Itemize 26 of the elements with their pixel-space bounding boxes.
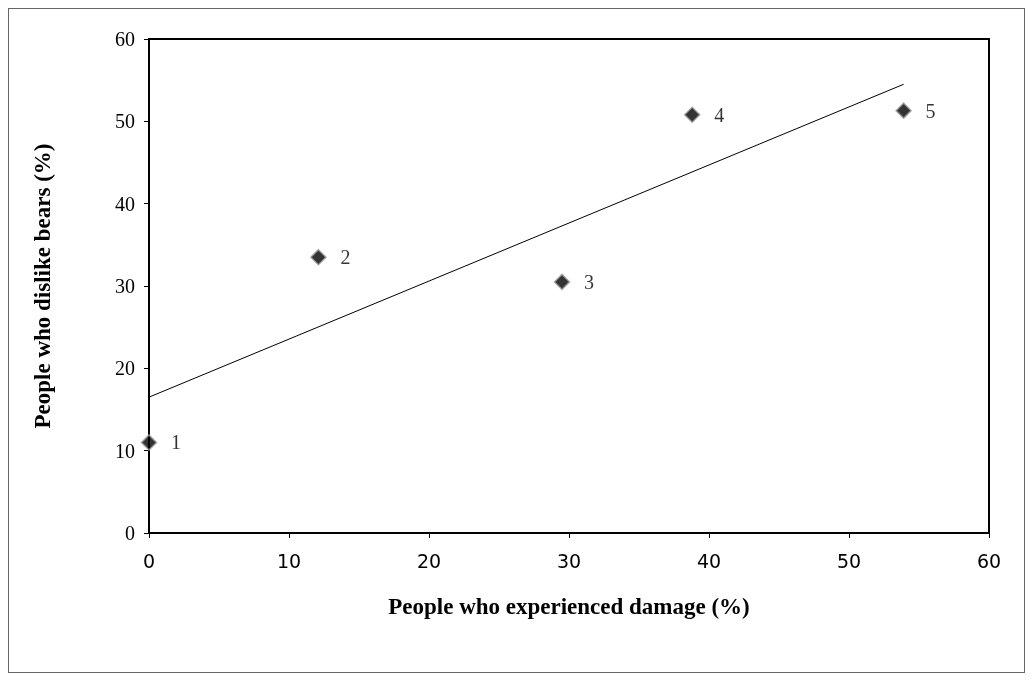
annotation: 5 [925, 99, 936, 122]
y-tick-label: 0 [125, 522, 135, 544]
x-axis-title: People who experienced damage (%) [388, 594, 750, 619]
x-tick-label: 50 [836, 549, 862, 572]
annotation: 3 [584, 270, 594, 293]
point [140, 434, 158, 451]
point [553, 273, 571, 291]
y-tick-label: 50 [115, 110, 135, 133]
annotation: 1 [171, 431, 181, 454]
y-tick-label: 40 [115, 192, 135, 215]
annotation: 4 [714, 103, 725, 126]
point [310, 248, 327, 266]
x-tick-label: 60 [976, 549, 1002, 572]
y-axis-title: People who dislike bears (%) [30, 143, 55, 429]
annotation: 2 [340, 246, 351, 269]
y-tick-label: 10 [115, 439, 135, 462]
x-tick-label: 0 [142, 549, 156, 572]
x-tick-label: 20 [416, 549, 442, 572]
y-tick-label: 30 [115, 275, 135, 297]
point [683, 106, 701, 123]
x-tick-label: 10 [276, 549, 302, 572]
x-tick-label: 40 [696, 549, 722, 572]
x-tick-label: 30 [556, 549, 582, 572]
y-tick-label: 20 [115, 357, 135, 380]
y-tick-label: 60 [115, 28, 135, 50]
point [895, 102, 912, 119]
